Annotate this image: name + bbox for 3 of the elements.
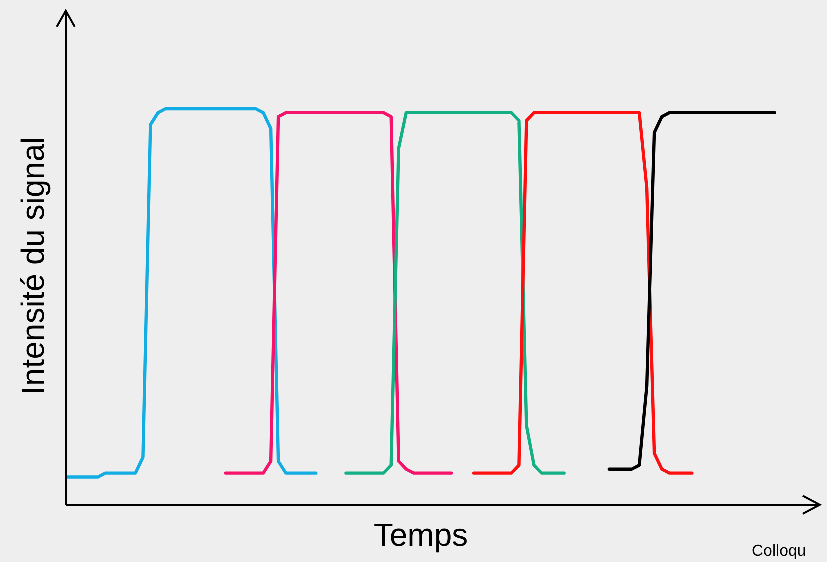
text: Colloqu: [752, 543, 806, 560]
y-axis-title: Intensité du signal: [15, 137, 51, 395]
x-axis-title: Temps: [374, 517, 468, 553]
